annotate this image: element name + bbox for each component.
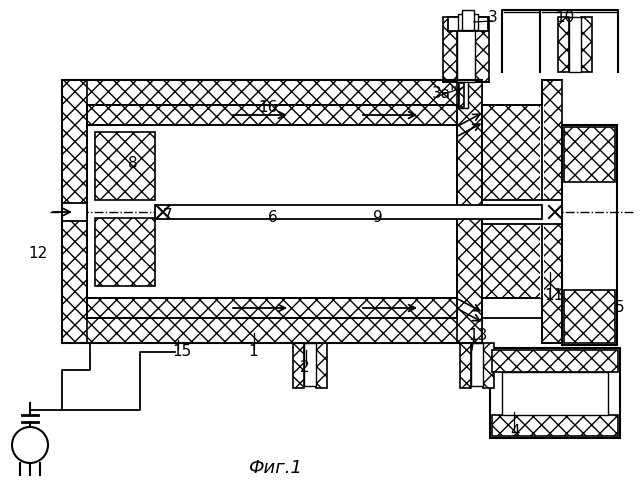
Bar: [293, 343, 304, 388]
Circle shape: [12, 427, 48, 463]
Bar: [492, 350, 618, 372]
Bar: [62, 318, 482, 343]
Bar: [316, 343, 327, 388]
Bar: [95, 218, 155, 286]
Text: 10: 10: [555, 9, 574, 25]
Bar: [542, 80, 562, 343]
Bar: [490, 348, 620, 438]
Bar: [564, 290, 615, 343]
Text: Фиг.1: Фиг.1: [248, 459, 302, 477]
Bar: [462, 10, 474, 30]
Text: 11: 11: [544, 287, 563, 303]
Bar: [581, 17, 592, 72]
Bar: [569, 17, 581, 72]
Bar: [155, 205, 542, 219]
Text: 8: 8: [128, 156, 138, 172]
Bar: [458, 14, 478, 30]
Bar: [448, 17, 488, 31]
Text: 6: 6: [268, 211, 278, 225]
Bar: [562, 125, 617, 345]
Bar: [62, 80, 87, 343]
Bar: [564, 127, 615, 182]
Text: 1: 1: [248, 345, 258, 359]
Text: 16: 16: [258, 101, 277, 115]
Text: 13: 13: [468, 327, 488, 343]
Bar: [62, 203, 87, 221]
Text: 15: 15: [172, 345, 191, 359]
Bar: [482, 105, 542, 298]
Bar: [87, 298, 457, 318]
Bar: [482, 105, 542, 298]
Bar: [62, 80, 482, 105]
Bar: [482, 200, 542, 224]
Text: 2: 2: [300, 360, 310, 376]
Bar: [475, 17, 489, 82]
Bar: [304, 343, 316, 386]
Text: 5: 5: [615, 301, 625, 316]
Text: 3: 3: [488, 9, 498, 25]
Text: 7: 7: [163, 208, 173, 222]
Bar: [471, 343, 483, 386]
Text: 3а": 3а": [432, 85, 458, 101]
Bar: [87, 105, 457, 125]
Bar: [95, 132, 155, 200]
Text: 12: 12: [28, 246, 47, 260]
Bar: [492, 415, 618, 436]
Bar: [443, 17, 457, 82]
Bar: [502, 372, 608, 415]
Bar: [483, 343, 494, 388]
Bar: [459, 83, 464, 107]
Bar: [458, 82, 468, 108]
Bar: [457, 80, 482, 343]
Bar: [457, 17, 475, 82]
Bar: [558, 17, 569, 72]
Text: 9: 9: [373, 211, 383, 225]
Bar: [542, 200, 562, 224]
Bar: [87, 125, 457, 298]
Text: 4: 4: [510, 424, 520, 439]
Bar: [62, 203, 70, 221]
Bar: [460, 343, 471, 388]
Bar: [540, 105, 544, 298]
